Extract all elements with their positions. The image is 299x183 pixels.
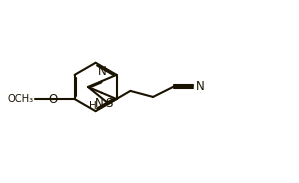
Text: H: H bbox=[89, 101, 97, 111]
Text: N: N bbox=[98, 65, 107, 78]
Text: OCH₃: OCH₃ bbox=[8, 94, 34, 104]
Text: N: N bbox=[95, 97, 104, 110]
Text: S: S bbox=[105, 97, 112, 110]
Text: O: O bbox=[49, 93, 58, 106]
Text: N: N bbox=[196, 80, 204, 93]
